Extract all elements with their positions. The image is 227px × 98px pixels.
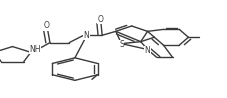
Text: O: O <box>44 21 50 30</box>
Text: NH: NH <box>29 44 40 54</box>
Text: S: S <box>119 40 124 49</box>
Text: N: N <box>83 31 89 40</box>
Text: O: O <box>97 15 103 24</box>
Text: N: N <box>145 46 151 55</box>
